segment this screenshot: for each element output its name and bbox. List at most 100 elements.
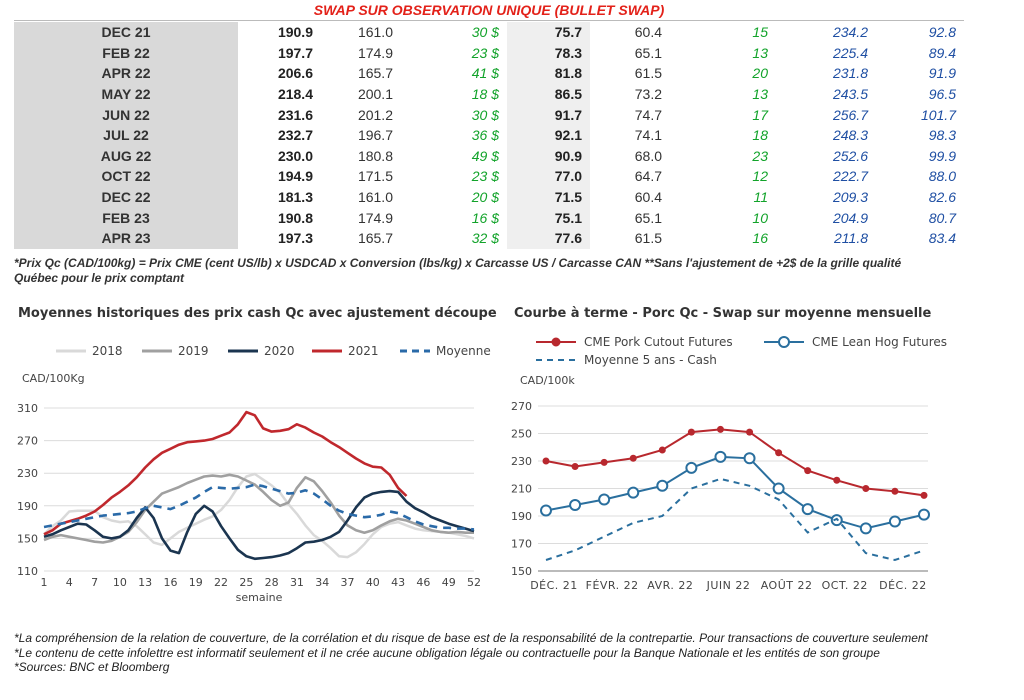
- legend-label: 2018: [92, 344, 123, 358]
- table-cell: 252.6: [832, 147, 868, 164]
- table-cell: 86.5: [507, 83, 590, 105]
- table-cell: 73.2: [634, 86, 662, 103]
- row-month: JUL 22: [14, 124, 238, 146]
- x-tick-label: 4: [66, 576, 73, 589]
- table-cell: 18: [752, 127, 768, 144]
- table-cell: 13: [752, 86, 768, 103]
- table-cell: 61.5: [634, 230, 662, 247]
- legend-label: 2021: [348, 344, 379, 358]
- x-tick-label: DÉC. 21: [530, 579, 578, 592]
- data-point: [598, 493, 611, 506]
- x-tick-label: JUIN 22: [706, 579, 751, 592]
- table-cell: 30 $: [471, 24, 499, 41]
- x-tick-label: 16: [163, 576, 177, 589]
- table-cell: 209.3: [832, 189, 868, 206]
- footnote-line-1: *Prix Qc (CAD/100kg) = Prix CME (cent US…: [14, 256, 902, 270]
- table-cell: 60.4: [634, 24, 662, 41]
- y-tick-label: 170: [511, 538, 532, 551]
- series-line: [43, 483, 475, 531]
- x-tick-label: 10: [113, 576, 127, 589]
- legend-label: CME Pork Cutout Futures: [584, 335, 733, 349]
- table-cell: 194.9: [277, 168, 313, 185]
- chart-1-title: Moyennes historiques des prix cash Qc av…: [18, 306, 497, 321]
- table-cell: 77.6: [507, 227, 590, 249]
- table-cell: 231.6: [277, 106, 313, 123]
- y-tick-label: 270: [511, 400, 532, 413]
- table-cell: 23 $: [471, 168, 499, 185]
- series-line: [43, 473, 474, 544]
- table-cell: 206.6: [277, 65, 313, 82]
- table-cell: 13: [752, 44, 768, 61]
- legend-label: Moyenne 5 ans: [436, 344, 495, 358]
- series-line: [43, 410, 408, 536]
- table-row: MAY 22 218.4 200.1 18 $ 86.5 73.2 13 243.5 96.5: [14, 83, 964, 105]
- row-month: MAY 22: [14, 83, 238, 105]
- y-tick-label: 150: [511, 565, 532, 578]
- chart-2-title: Courbe à terme - Porc Qc - Swap sur moye…: [514, 306, 932, 321]
- swap-table: DEC 21 190.9 161.0 30 $75.7 60.4 15 234.2 92.8 F…: [14, 22, 964, 249]
- table-cell: 98.3: [928, 127, 956, 144]
- table-row: JUN 22 231.6 201.2 30 $ 91.7 74.7 17 256.7 101.7: [14, 104, 964, 125]
- row-month: AUG 22: [14, 145, 238, 167]
- y-axis-label: CAD/100Kg: [22, 372, 85, 385]
- y-tick-label: 310: [17, 402, 38, 415]
- x-axis-label: semaine: [236, 591, 283, 604]
- x-tick-label: 19: [189, 576, 203, 589]
- data-point: [804, 467, 812, 475]
- table-cell: 78.3: [507, 42, 590, 64]
- table-cell: 16: [752, 230, 768, 247]
- table-row: AUG 22 230.0 180.8 49 $ 90.9 68.0 23 252.6 99.9: [14, 145, 964, 167]
- table-cell: 75.1: [507, 207, 590, 228]
- legend-label: 2019: [178, 344, 209, 358]
- data-point: [569, 499, 582, 511]
- table-cell: 190.9: [277, 24, 313, 41]
- chart-forward-curve: 150 170 190 210 230 250 270 DÉC. 21 FÉVR. 22 AVR.…: [511, 335, 947, 592]
- legend-label: Moyenne 5 ans - Cash: [584, 353, 717, 367]
- table-cell: 197.7: [277, 44, 313, 61]
- series-line: [43, 472, 475, 559]
- data-point: [656, 479, 669, 492]
- y-axis-label: CAD/100k: [520, 374, 575, 387]
- legend-label: 2020: [264, 344, 295, 358]
- row-month: FEB 23: [14, 207, 238, 228]
- x-tick-label: OCT. 22: [822, 579, 868, 592]
- row-month: JUN 22: [14, 104, 238, 125]
- data-point: [687, 428, 695, 436]
- x-tick-label: 46: [416, 576, 430, 589]
- table-cell: 32 $: [471, 230, 499, 247]
- data-point: [714, 450, 727, 463]
- x-tick-label: DÉC. 22: [879, 579, 927, 592]
- y-tick-label: 250: [511, 428, 532, 441]
- footnote-line-2: Québec pour le prix comptant: [14, 271, 185, 285]
- table-cell: 171.5: [357, 168, 393, 185]
- data-point: [746, 428, 754, 436]
- data-point: [743, 452, 756, 465]
- table-cell: 165.7: [357, 230, 393, 247]
- data-point: [716, 425, 724, 433]
- data-point: [775, 449, 783, 457]
- table-cell: 91.7: [507, 104, 590, 125]
- table-cell: 17: [752, 106, 768, 123]
- table-cell: 89.4: [928, 44, 956, 61]
- table-cell: 74.7: [634, 106, 662, 123]
- table-cell: 11: [753, 189, 768, 206]
- table-cell: 99.9: [928, 147, 956, 164]
- table-cell: 20: [752, 65, 768, 82]
- data-point: [685, 461, 698, 474]
- table-cell: 204.9: [832, 209, 868, 226]
- table-cell: 71.5: [507, 186, 590, 208]
- chart-historical-prices: 110 150 190 230 270 310 1 4 7 10 13 16 19 22 25 28 31 34 3…: [17, 344, 495, 604]
- data-point: [600, 458, 608, 466]
- series-line: [43, 489, 475, 561]
- table-cell: 92.1: [507, 124, 590, 146]
- row-month: APR 22: [14, 63, 238, 84]
- table-cell: 88.0: [928, 168, 956, 185]
- table-row: APR 23 197.3 165.7 32 $ 77.6 61.5 16 211.8 83.4: [14, 227, 964, 249]
- table-footnote: *Prix Qc (CAD/100kg) = Prix CME (cent US…: [14, 256, 1004, 286]
- data-point: [627, 486, 640, 499]
- x-tick-label: 43: [391, 576, 405, 589]
- data-point: [658, 446, 666, 454]
- table-cell: 90.9: [507, 145, 590, 167]
- data-point: [859, 522, 872, 535]
- table-cell: 23 $: [471, 44, 499, 61]
